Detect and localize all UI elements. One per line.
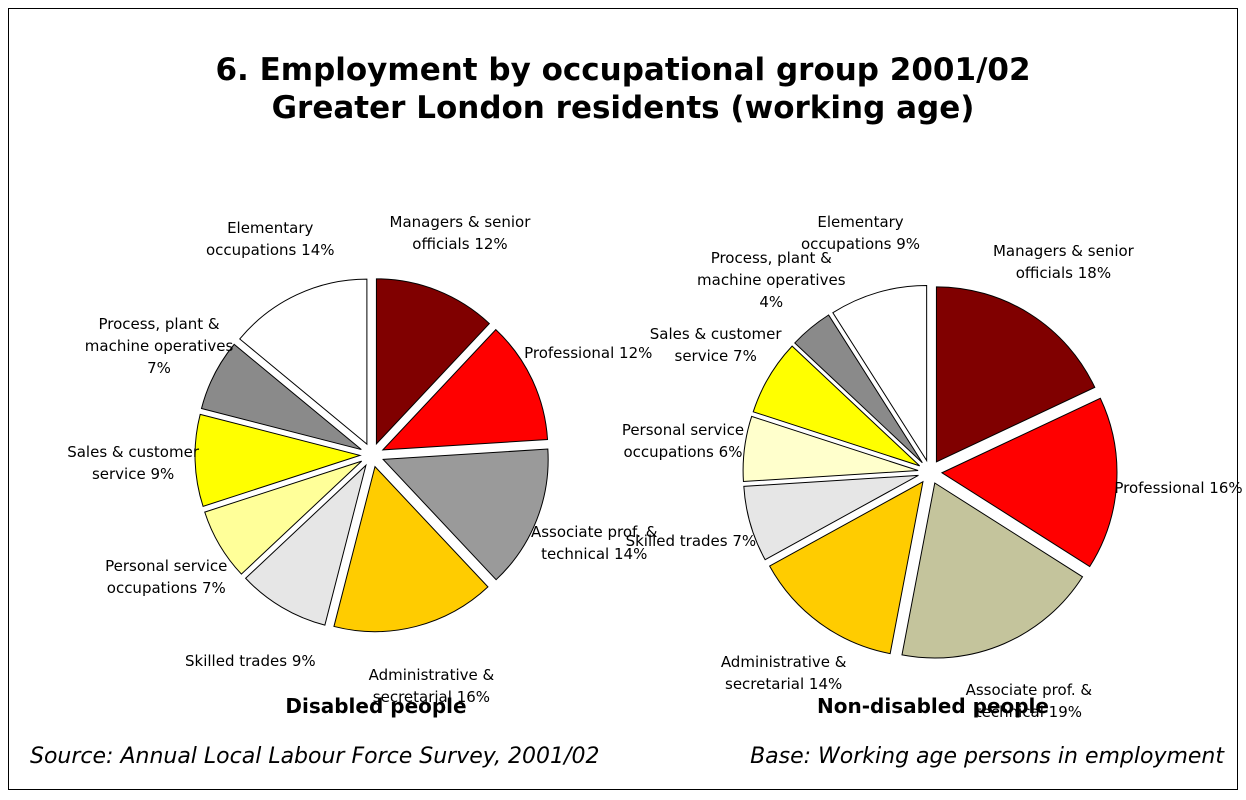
category-label: Associate prof. & technical: [530, 522, 658, 563]
category-label: Managers & senior officials: [389, 212, 531, 253]
pie-slice: [794, 314, 923, 464]
slice-label: Administrative & secretarial 16%: [346, 664, 516, 708]
value-label: 4%: [759, 293, 784, 312]
category-label: Professional: [1114, 478, 1205, 497]
slice-label: Personal service occupations 7%: [81, 555, 251, 599]
slice-label: Associate prof. & technical 19%: [944, 679, 1114, 723]
value-label: 18%: [1077, 263, 1112, 282]
pie-slice: [940, 397, 1118, 568]
slice-label: Managers & senior officials 18%: [978, 240, 1148, 284]
value-label: 16%: [456, 688, 491, 707]
slice-label: Process, plant & machine operatives 7%: [74, 313, 244, 379]
pie-slice: [382, 448, 549, 581]
value-label: 12%: [474, 234, 508, 253]
pie-slice: [204, 460, 363, 575]
category-label: Administrative & secretarial: [368, 666, 495, 707]
category-label: Personal service occupations: [621, 420, 745, 461]
pie-slice: [901, 482, 1084, 659]
category-label: Sales & customer service: [67, 442, 199, 483]
value-label: 9%: [291, 651, 316, 670]
slice-label: Skilled trades 9%: [165, 650, 335, 672]
pie-slice: [743, 474, 919, 561]
value-label: 14%: [808, 675, 843, 694]
pie-slice: [194, 413, 362, 507]
pie-slice: [244, 463, 367, 626]
slice-label: Sales & customer service 9%: [48, 441, 218, 485]
category-label: Process, plant & machine operatives: [697, 249, 846, 290]
pie-slice: [381, 328, 549, 451]
source: Source: Annual Local Labour Force Survey…: [30, 744, 600, 769]
pie-slice: [768, 480, 924, 655]
slice-label: Skilled trades 7%: [606, 530, 776, 552]
slice-label: Elementary occupations 14%: [185, 217, 355, 261]
value-label: 9%: [896, 234, 921, 253]
base: Base: Working age persons in employment: [750, 744, 1224, 769]
pie-slice: [832, 284, 928, 463]
category-label: Elementary occupations: [205, 218, 314, 259]
value-label: 7%: [202, 578, 226, 597]
pie-title: Non-disabled people: [817, 694, 1049, 718]
value-label: 6%: [718, 442, 743, 461]
value-label: 12%: [619, 344, 653, 363]
category-label: Skilled trades: [185, 651, 288, 670]
value-label: 7%: [732, 532, 757, 551]
category-label: Skilled trades: [625, 532, 728, 551]
value-label: 7%: [147, 359, 171, 378]
category-label: Administrative & secretarial: [720, 653, 847, 694]
category-label: Personal service occupations: [105, 556, 228, 597]
category-label: Associate prof. & technical: [965, 680, 1093, 721]
pie-slice: [333, 465, 489, 633]
slice-label: Process, plant & machine operatives 4%: [686, 247, 856, 313]
value-label: 19%: [1048, 702, 1083, 721]
pie-title: Disabled people: [285, 694, 467, 718]
value-label: 14%: [301, 240, 335, 259]
category-label: Process, plant & machine operatives: [84, 315, 234, 356]
category-label: Sales & customer service: [649, 325, 782, 366]
slice-label: Professional 12%: [503, 342, 673, 364]
title: Greater London residents (working age): [271, 90, 975, 126]
pie-slice: [752, 345, 921, 467]
title: 6. Employment by occupational group 2001…: [215, 52, 1031, 88]
pie-slice: [742, 415, 919, 483]
frame: [8, 8, 1238, 790]
pie-slice: [375, 278, 491, 446]
pie-slice: [200, 343, 362, 451]
value-label: 9%: [150, 464, 175, 483]
slice-label: Professional 16%: [1094, 477, 1246, 499]
pie-slice: [239, 278, 368, 446]
slice-label: Administrative & secretarial 14%: [699, 651, 869, 695]
slice-label: Associate prof. & technical 14%: [509, 521, 679, 565]
category-label: Elementary occupations: [801, 212, 904, 253]
category-label: Professional: [524, 344, 615, 363]
category-label: Managers & senior officials: [992, 241, 1134, 282]
slice-label: Sales & customer service 7%: [631, 323, 801, 367]
slice-label: Personal service occupations 6%: [598, 419, 768, 463]
value-label: 16%: [1209, 478, 1243, 497]
pie-slice: [935, 286, 1096, 463]
slice-label: Managers & senior officials 12%: [375, 211, 545, 255]
slice-label: Elementary occupations 9%: [776, 211, 946, 255]
value-label: 14%: [614, 544, 648, 563]
value-label: 7%: [733, 347, 757, 366]
